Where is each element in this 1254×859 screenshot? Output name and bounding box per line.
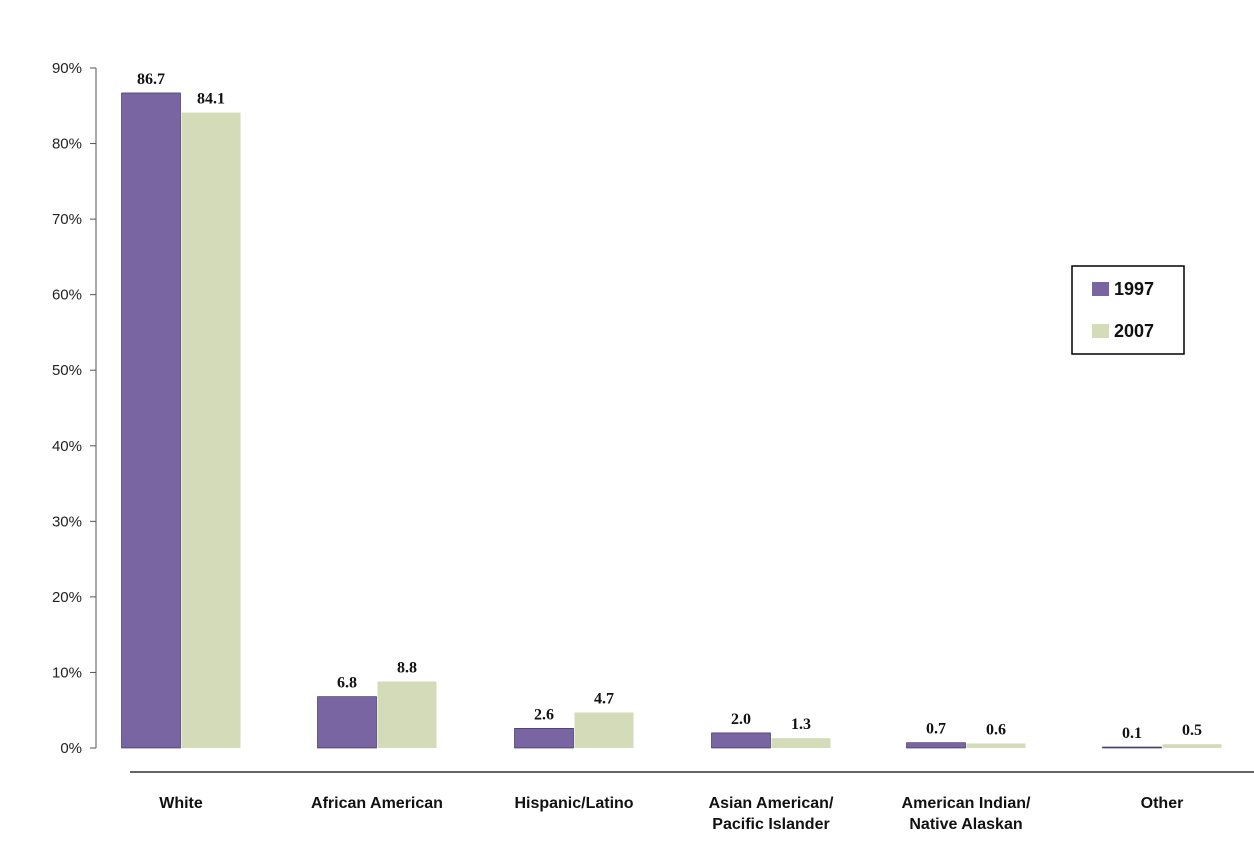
bar-2007-4 bbox=[966, 743, 1026, 748]
value-label-1997-3: 2.0 bbox=[731, 711, 751, 728]
category-label: Native Alaskan bbox=[909, 816, 1022, 833]
y-tick-label: 50% bbox=[52, 362, 82, 379]
value-label-2007-3: 1.3 bbox=[791, 716, 811, 733]
value-label-1997-4: 0.7 bbox=[926, 721, 946, 738]
y-tick-label: 20% bbox=[52, 589, 82, 606]
category-label: Asian American/ bbox=[709, 795, 834, 812]
bars bbox=[121, 92, 1222, 749]
legend-label-1997: 1997 bbox=[1114, 279, 1154, 299]
value-label-1997-5: 0.1 bbox=[1122, 725, 1142, 742]
category-label: African American bbox=[311, 795, 443, 812]
value-labels: 86.7 6.8 2.6 2.0 0.7 0.1 84.1 8.8 4.7 1.3 0.6 0.5 bbox=[137, 71, 1202, 742]
bar-2007-5 bbox=[1162, 744, 1222, 748]
category-label: White bbox=[159, 795, 203, 812]
category-label: Hispanic/Latino bbox=[514, 795, 633, 812]
bar-1997-5 bbox=[1102, 746, 1162, 749]
y-tick-label: 0% bbox=[60, 740, 82, 757]
category-label: American Indian/ bbox=[902, 795, 1031, 812]
y-tick-label: 60% bbox=[52, 287, 82, 304]
y-tick-label: 70% bbox=[52, 211, 82, 228]
value-label-2007-0: 84.1 bbox=[197, 91, 225, 108]
y-tick-label: 10% bbox=[52, 664, 82, 681]
bar-1997-0 bbox=[121, 92, 181, 749]
value-label-1997-1: 6.8 bbox=[337, 675, 357, 692]
bar-1997-2 bbox=[514, 728, 574, 749]
category-label: Pacific Islander bbox=[712, 816, 829, 833]
value-label-1997-2: 2.6 bbox=[534, 706, 554, 723]
legend-swatch-1997 bbox=[1092, 282, 1109, 296]
legend-box bbox=[1071, 265, 1185, 355]
bar-2007-2 bbox=[574, 712, 634, 748]
category-label: Other bbox=[1141, 795, 1184, 812]
legend-label-2007: 2007 bbox=[1114, 321, 1154, 341]
legend-swatch-2007 bbox=[1092, 324, 1109, 338]
bar-2007-3 bbox=[771, 738, 831, 748]
bar-1997-4 bbox=[906, 742, 966, 749]
y-tick-label: 80% bbox=[52, 136, 82, 153]
legend: 1997 2007 bbox=[1071, 265, 1185, 355]
category-labels: White African American Hispanic/Latino Asia… bbox=[159, 795, 1183, 833]
bar-2007-1 bbox=[377, 681, 437, 748]
y-axis: 0% 10% 20% 30% 40% 50% 60% 70% 80% 90% bbox=[52, 60, 97, 757]
y-tick-label: 30% bbox=[52, 513, 82, 530]
value-label-2007-4: 0.6 bbox=[986, 721, 1006, 738]
value-label-2007-1: 8.8 bbox=[397, 660, 417, 677]
bar-1997-1 bbox=[317, 696, 377, 749]
y-tick-label: 40% bbox=[52, 438, 82, 455]
bar-1997-3 bbox=[711, 732, 771, 749]
value-label-1997-0: 86.7 bbox=[137, 71, 165, 88]
value-label-2007-2: 4.7 bbox=[594, 690, 614, 707]
value-label-2007-5: 0.5 bbox=[1182, 722, 1202, 739]
bar-2007-0 bbox=[181, 112, 241, 749]
y-tick-label: 90% bbox=[52, 60, 82, 77]
